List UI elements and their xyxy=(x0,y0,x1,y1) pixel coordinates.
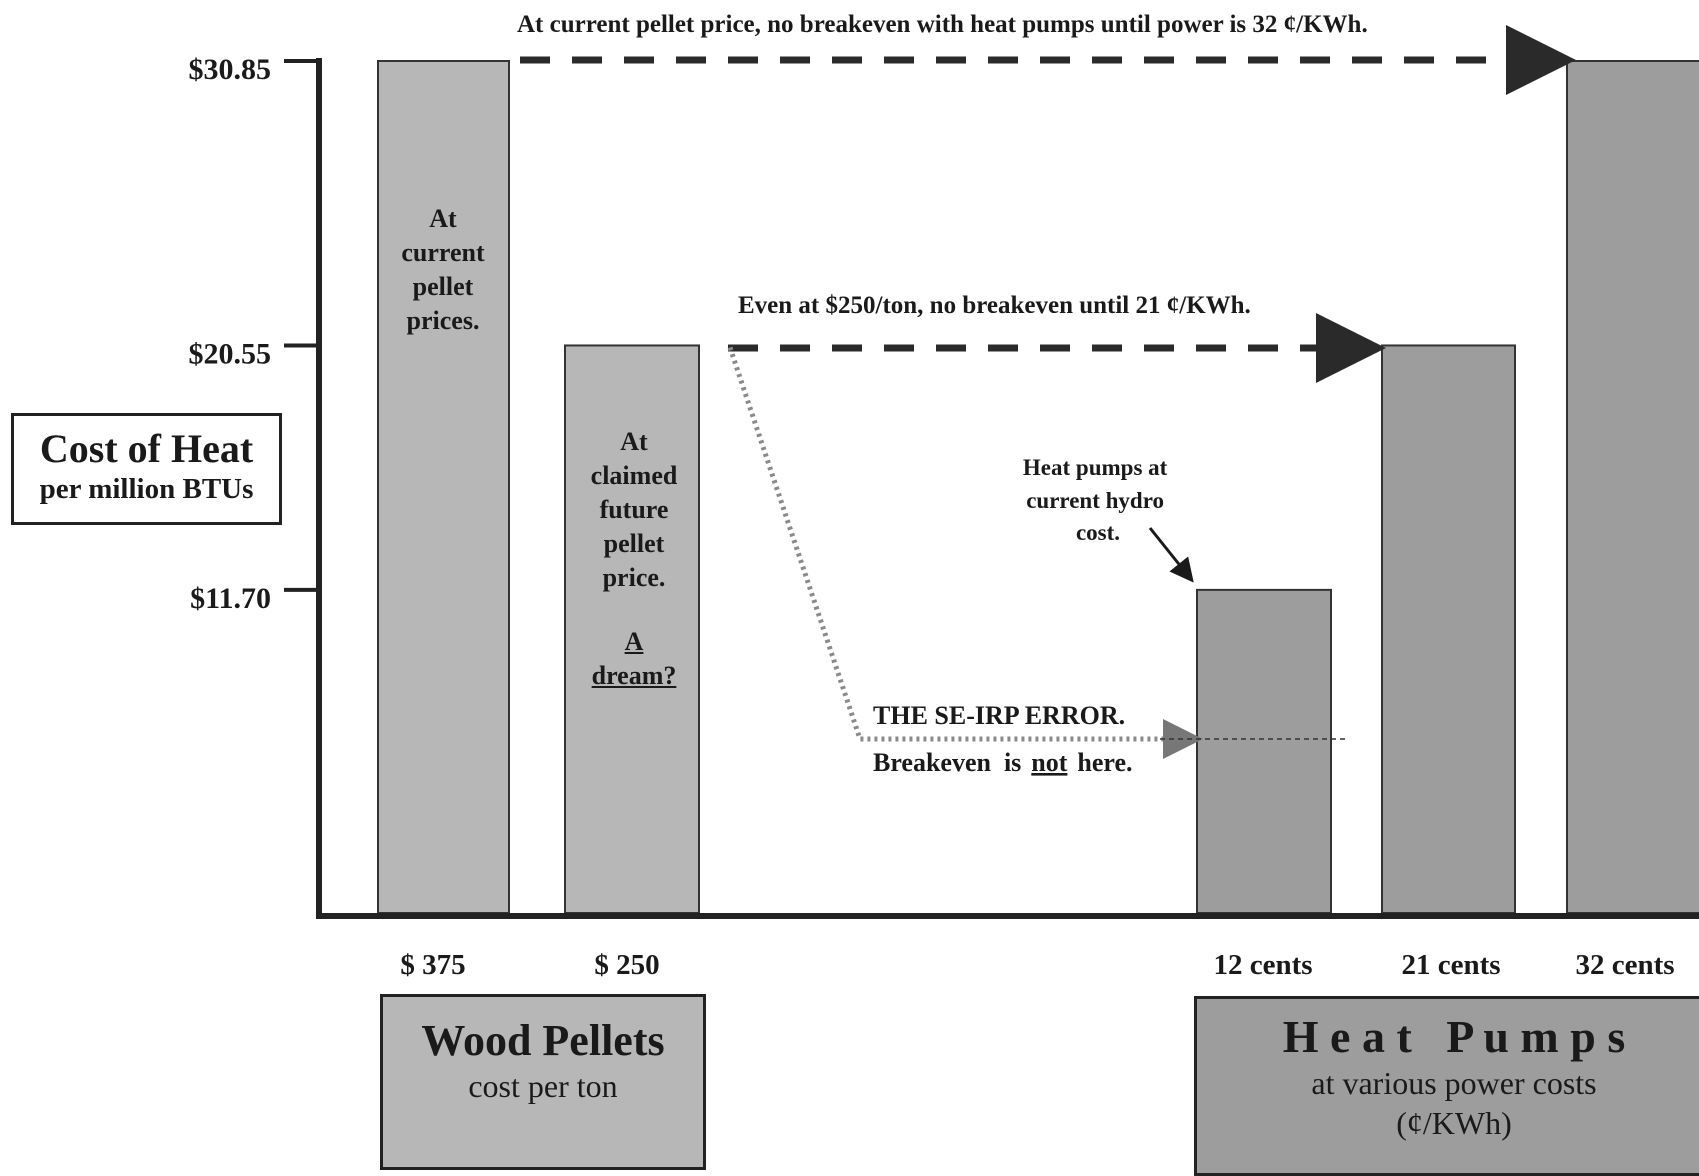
bar-2 xyxy=(564,344,700,915)
y-axis-label-box: Cost of Heat per million BTUs xyxy=(11,413,282,525)
hydro-line-1: Heat pumps at xyxy=(1023,455,1168,480)
bar1-line-2: current xyxy=(401,238,485,267)
bar2-dream-line-2: dream? xyxy=(591,661,677,690)
y-axis-label: Cost of Heat xyxy=(39,426,254,471)
bar1-line-4: prices. xyxy=(406,306,480,335)
hydro-line-3: cost. xyxy=(1076,520,1120,545)
x-tick-label-1: $ 375 xyxy=(400,949,465,981)
error-line: Breakeven is not here. xyxy=(873,748,1133,777)
heat-pumps-legend-box: H e a t P u m p s at various power costs… xyxy=(1194,996,1699,1176)
wood-pellets-legend-box: Wood Pellets cost per ton xyxy=(380,994,706,1170)
bar2-dream-line-1: A xyxy=(624,627,644,656)
x-tick-label-3: 12 cents xyxy=(1213,949,1312,981)
bar-1 xyxy=(377,60,510,914)
hydro-annotation: Heat pumps at current hydro cost. xyxy=(1023,455,1173,545)
error-line-not: not xyxy=(1031,748,1067,777)
heat-pumps-subtitle: at various power costs xyxy=(1311,1065,1597,1101)
y-tick-label-3: $11.70 xyxy=(190,582,271,615)
bars-layer: $ 375 $ 250 12 cents 21 cents 32 cents xyxy=(377,60,1699,981)
bar2-label: At claimed future pellet price. A dream? xyxy=(565,425,703,693)
middle-annotation: Even at $250/ton, no breakeven until 21 … xyxy=(738,292,1251,319)
y-tick-label-1: $30.85 xyxy=(189,53,272,86)
bar-5 xyxy=(1566,60,1699,914)
bar-4 xyxy=(1381,344,1516,915)
bar2-line-3: future xyxy=(599,495,669,524)
heat-pumps-subtitle-unit: (¢/KWh) xyxy=(1396,1105,1512,1141)
y-axis-sublabel: per million BTUs xyxy=(39,473,254,505)
error-line-part3: here. xyxy=(1077,748,1132,777)
error-title: THE SE-IRP ERROR. xyxy=(873,701,1125,730)
bar1-line-3: pellet xyxy=(412,272,474,301)
bar1-line-1: At xyxy=(429,204,457,233)
bar2-line-5: price. xyxy=(602,563,666,592)
bar1-label: At current pellet prices. xyxy=(378,202,508,338)
wood-pellets-title: Wood Pellets xyxy=(421,1016,665,1065)
x-tick-label-5: 32 cents xyxy=(1575,949,1674,981)
bar2-line-2: claimed xyxy=(590,461,678,490)
bar2-line-1: At xyxy=(620,427,648,456)
heat-pumps-title: H e a t P u m p s xyxy=(1282,1011,1626,1062)
x-tick-label-4: 21 cents xyxy=(1401,949,1500,981)
error-line-part1: Breakeven is xyxy=(873,748,1021,777)
wood-pellets-subtitle: cost per ton xyxy=(468,1068,618,1104)
hydro-pointer-arrow xyxy=(1148,527,1194,583)
bar-3 xyxy=(1196,588,1332,914)
bar2-line-4: pellet xyxy=(603,529,665,558)
y-ticks-layer: $30.85 $20.55 $11.70 xyxy=(189,53,319,615)
x-tick-label-2: $ 250 xyxy=(594,949,659,981)
y-tick-label-2: $20.55 xyxy=(189,337,272,370)
top-annotation: At current pellet price, no breakeven wi… xyxy=(517,11,1368,38)
hydro-line-2: current hydro xyxy=(1026,488,1164,513)
se-irp-error-arrow xyxy=(727,346,1203,760)
